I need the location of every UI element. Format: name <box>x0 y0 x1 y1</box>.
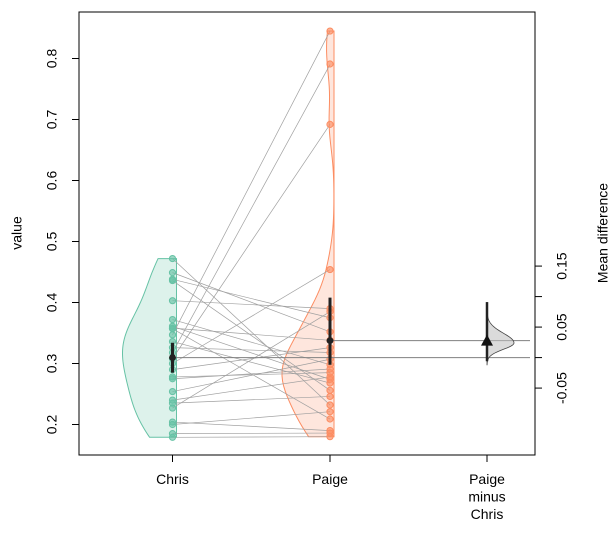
pair-line-14 <box>172 269 331 364</box>
violin-chris <box>121 258 177 438</box>
y-tick-label: 0.6 <box>44 171 60 191</box>
pair-line-3 <box>172 280 331 391</box>
paige-point-17 <box>326 379 334 387</box>
pair-line-11 <box>172 347 331 353</box>
chris-point-4 <box>168 297 177 305</box>
chris-point-18 <box>168 387 177 396</box>
paige-mean-point <box>326 337 334 345</box>
chris-point-0 <box>168 254 177 263</box>
chris-point-9 <box>168 331 177 339</box>
pair-line-24 <box>172 432 331 434</box>
pair-line-18 <box>172 358 331 392</box>
pair-line-13 <box>172 124 331 359</box>
paige-point-21 <box>326 408 334 416</box>
pair-line-9 <box>172 30 331 335</box>
pair-line-7 <box>172 327 331 341</box>
pair-line-20 <box>172 396 331 404</box>
paige-point-18 <box>326 386 334 394</box>
x-category-label: Chris <box>156 471 189 487</box>
chris-point-17 <box>168 375 177 383</box>
pair-line-17 <box>172 368 331 380</box>
mean-difference-estimate <box>481 334 493 346</box>
y-tick-label: 0.4 <box>44 293 60 313</box>
chris-point-21 <box>168 404 177 412</box>
diff-tick-label: 0.15 <box>554 252 570 279</box>
y-tick-label: 0.7 <box>44 110 60 130</box>
chris-point-8 <box>168 325 177 333</box>
diff-axis-title: Mean difference <box>595 183 611 283</box>
pair-line-4 <box>172 300 331 309</box>
paige-point-19 <box>326 392 334 401</box>
y-tick-label: 0.8 <box>44 49 60 69</box>
pair-line-19 <box>172 376 331 401</box>
pair-line-1 <box>172 272 331 333</box>
chris-point-5 <box>168 315 177 324</box>
pair-line-22 <box>172 421 331 431</box>
chris-point-23 <box>168 420 177 429</box>
pair-line-16 <box>172 372 331 378</box>
paige-point-22 <box>326 415 334 423</box>
chris-point-25 <box>168 433 177 441</box>
violin-paige <box>281 30 335 438</box>
paige-point-0 <box>326 27 334 35</box>
diff-tick-label: -0.05 <box>554 372 570 404</box>
y-tick-label: 0.3 <box>44 354 60 374</box>
chris-point-1 <box>168 269 177 277</box>
y-tick-label: 0.2 <box>44 415 60 435</box>
x-category-label: Paige minus Chris <box>468 471 505 522</box>
paige-point-3 <box>326 265 334 274</box>
plot-frame <box>78 11 536 456</box>
pair-line-12 <box>172 64 331 353</box>
diff-tick-label: 0.05 <box>554 313 570 340</box>
pair-line-23 <box>172 411 331 425</box>
chris-mean-point <box>169 354 176 361</box>
pair-line-21 <box>172 311 331 409</box>
pair-line-25 <box>172 436 331 438</box>
y-axis-title: value <box>9 216 25 250</box>
mean-difference-density <box>486 313 515 366</box>
pair-line-15 <box>172 347 331 370</box>
paige-point-25 <box>326 433 334 441</box>
chris-point-3 <box>168 276 177 285</box>
y-tick-label: 0.5 <box>44 232 60 252</box>
paige-point-1 <box>326 60 334 68</box>
paige-point-20 <box>326 401 334 409</box>
x-category-label: Paige <box>312 471 348 487</box>
pair-line-2 <box>172 278 331 319</box>
paige-point-2 <box>326 120 334 128</box>
